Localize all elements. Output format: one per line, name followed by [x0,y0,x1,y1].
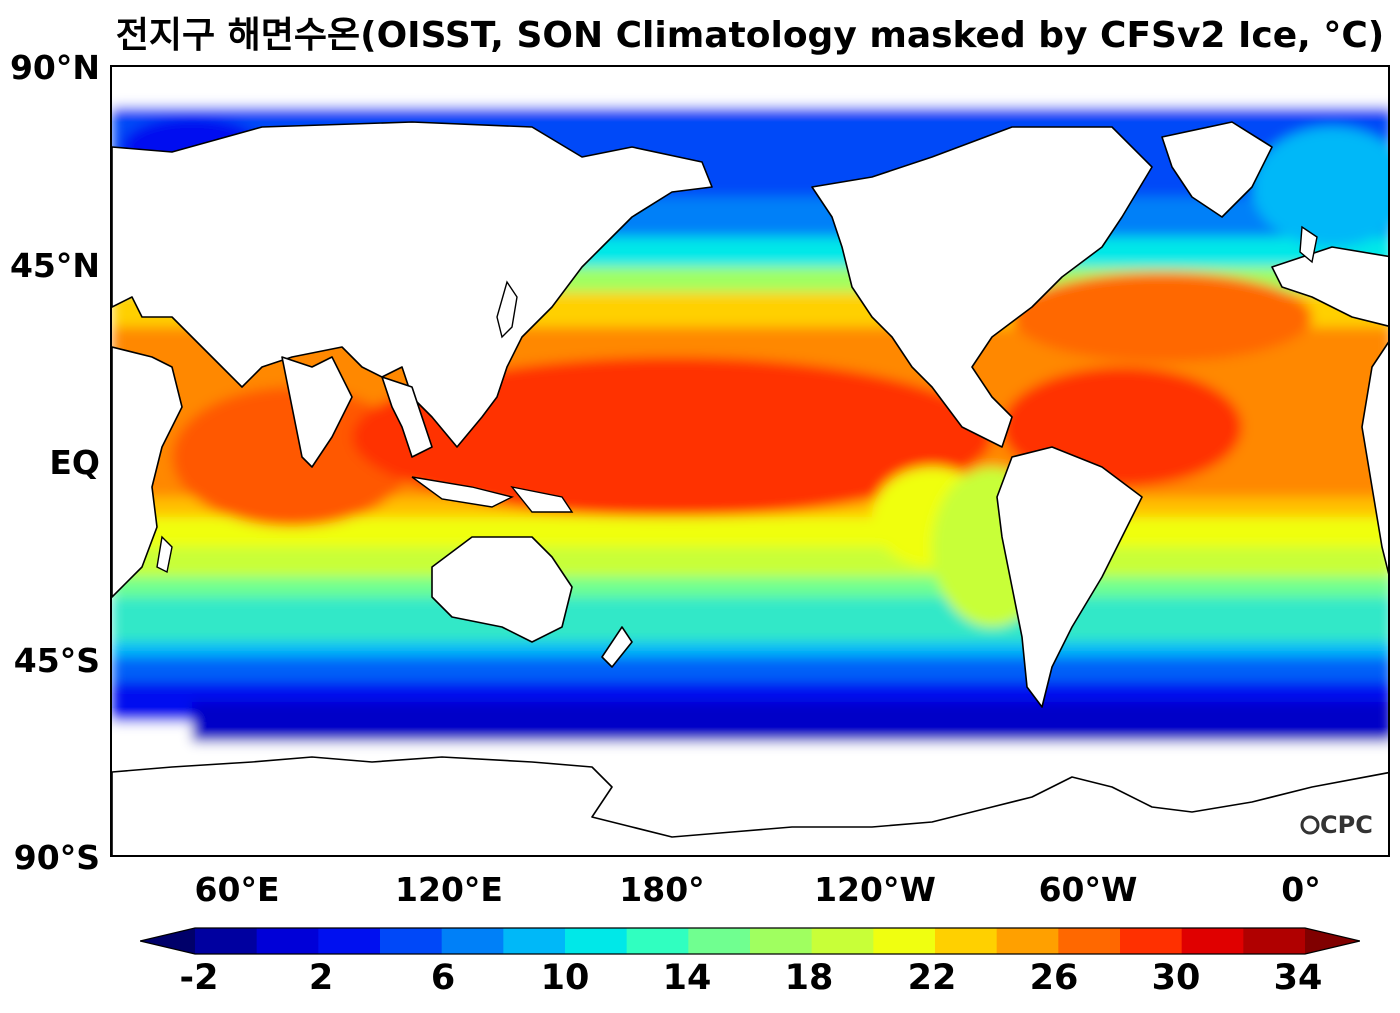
colorbar-segment [441,928,504,954]
ocpc-logo-text: CPC [1320,811,1373,839]
colorbar [140,927,1360,955]
land-japan [496,280,518,339]
sst-map-canvas: CPC [112,67,1388,855]
land-uk [1299,225,1318,264]
land-antarctica [112,756,1388,855]
colorbar-segment [1243,928,1306,954]
colorbar-segment [318,928,381,954]
colorbar-label: 6 [430,958,456,998]
colorbar-segment [380,928,443,954]
lat-label-45n: 45°N [9,246,100,285]
colorbar-segment [1181,928,1244,954]
land-europe-right [1271,246,1388,327]
lon-label-180: 180° [619,870,705,909]
colorbar-segment [935,928,998,954]
lat-label-45s: 45°S [13,641,100,680]
ocpc-logo: CPC [1300,811,1373,839]
lon-label-60w: 60°W [1038,870,1138,909]
colorbar-label: 14 [662,958,712,998]
colorbar-label: 34 [1273,958,1323,998]
colorbar-segment [873,928,936,954]
colorbar-label: -2 [179,958,219,998]
land [112,121,1388,855]
land-india [281,356,353,468]
sst-map: CPC [110,65,1390,857]
colorbar-segment [688,928,751,954]
land-africa [112,346,183,598]
lon-label-120e: 120°E [395,870,503,909]
colorbar-segment [195,928,258,954]
colorbar-label: 18 [784,958,834,998]
map-title: 전지구 해면수온(OISST, SON Climatology masked b… [115,15,1385,56]
land-south-america [996,446,1143,708]
colorbar-segment [1120,928,1183,954]
lat-label-90n: 90°N [9,48,100,87]
colorbar-outline [140,927,1360,955]
land-indochina [381,376,433,458]
land-indonesia [411,476,515,508]
colorbar-label: 22 [907,958,957,998]
colorbar-label: 2 [308,958,334,998]
land-new-guinea [510,485,574,513]
land-nz [601,626,633,668]
colorbar-label: 10 [540,958,590,998]
colorbar-segment [811,928,874,954]
colorbar-low-extend [140,928,195,954]
colorbar-segment [1058,928,1121,954]
land-greenland [1161,121,1273,218]
colorbar-segment [996,928,1059,954]
colorbar-segment [750,928,813,954]
lat-label-eq: EQ [49,443,100,482]
land-eurasia [112,121,713,448]
colorbar-segment [565,928,628,954]
colorbar-segment [503,928,566,954]
colorbar-label: 26 [1029,958,1079,998]
land-africa-right [1361,341,1388,575]
colorbar-high-extend [1305,928,1360,954]
colorbar-segment [256,928,319,954]
lon-label-0: 0° [1281,870,1321,909]
lat-label-90s: 90°S [13,838,100,877]
land-madagascar [156,535,173,574]
colorbar-label: 30 [1151,958,1201,998]
lon-label-60e: 60°E [194,870,280,909]
colorbar-segment [626,928,689,954]
land-north-america [811,126,1153,448]
lon-label-120w: 120°W [814,870,936,909]
land-australia [431,536,573,643]
islands [156,225,1318,574]
